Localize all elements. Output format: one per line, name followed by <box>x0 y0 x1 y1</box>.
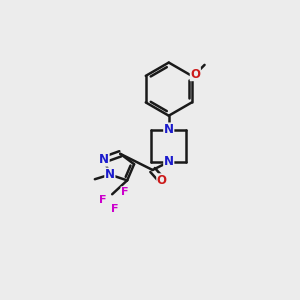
Text: N: N <box>99 153 109 166</box>
Text: F: F <box>99 195 107 205</box>
Text: N: N <box>105 168 115 181</box>
Text: O: O <box>190 68 200 81</box>
Text: N: N <box>164 155 174 168</box>
Text: N: N <box>164 123 174 136</box>
Text: F: F <box>111 204 118 214</box>
Text: O: O <box>157 174 167 187</box>
Text: F: F <box>121 187 129 197</box>
